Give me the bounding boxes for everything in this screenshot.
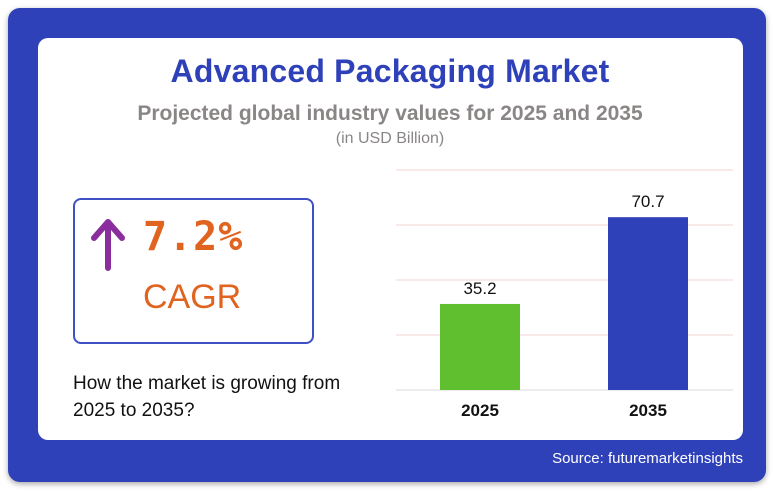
x-tick-label-2035: 2035	[629, 401, 667, 420]
page-subtitle: Projected global industry values for 202…	[137, 102, 643, 125]
bar-2035	[608, 217, 688, 390]
source-label: Source: futuremarketinsights	[552, 450, 743, 467]
data-label-2025: 35.2	[463, 279, 496, 298]
page-title: Advanced Packaging Market	[170, 53, 610, 89]
bar-2025	[440, 303, 520, 390]
arrow-up-icon	[91, 219, 125, 271]
cagr-value: 7.2%	[143, 214, 244, 260]
x-tick-label-2025: 2025	[461, 401, 499, 420]
growth-caption: How the market is growing from 2025 to 2…	[73, 373, 341, 421]
cagr-label: CAGR	[143, 278, 242, 316]
data-label-2035: 70.7	[631, 192, 664, 211]
cagr-box	[73, 198, 314, 344]
unit-label: (in USD Billion)	[335, 130, 445, 147]
